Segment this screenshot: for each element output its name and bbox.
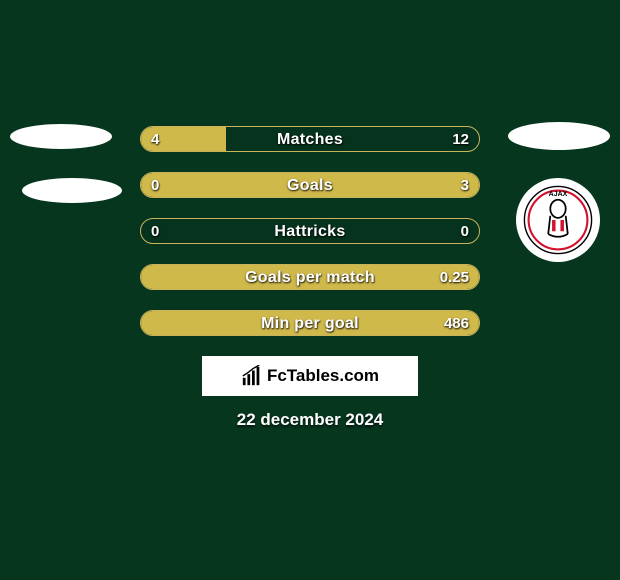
stat-right-value: 0.25 xyxy=(440,265,469,290)
brand-text: FcTables.com xyxy=(267,366,379,386)
svg-text:AJAX: AJAX xyxy=(549,191,568,198)
stat-right-value: 486 xyxy=(444,311,469,336)
stat-row-goals: 0 Goals 3 xyxy=(140,172,480,198)
stat-right-value: 0 xyxy=(461,219,469,244)
stat-label: Min per goal xyxy=(141,311,479,336)
stat-row-matches: 4 Matches 12 xyxy=(140,126,480,152)
player-left-club-placeholder xyxy=(22,178,122,203)
stat-row-goals-per-match: Goals per match 0.25 xyxy=(140,264,480,290)
ajax-logo-icon: AJAX xyxy=(523,185,593,255)
stat-row-hattricks: 0 Hattricks 0 xyxy=(140,218,480,244)
stat-label: Goals per match xyxy=(141,265,479,290)
stat-row-min-per-goal: Min per goal 486 xyxy=(140,310,480,336)
stat-label: Matches xyxy=(141,127,479,152)
stat-label: Hattricks xyxy=(141,219,479,244)
player-right-photo-placeholder xyxy=(508,122,610,150)
date-text: 22 december 2024 xyxy=(0,410,620,430)
stat-right-value: 12 xyxy=(452,127,469,152)
player-left-photo-placeholder xyxy=(10,124,112,149)
stat-label: Goals xyxy=(141,173,479,198)
player-right-club-badge: AJAX xyxy=(516,178,600,262)
stat-right-value: 3 xyxy=(461,173,469,198)
chart-icon xyxy=(241,365,263,387)
brand-box: FcTables.com xyxy=(202,356,418,396)
stats-container: 4 Matches 12 0 Goals 3 0 Hattricks 0 Goa… xyxy=(140,126,480,356)
